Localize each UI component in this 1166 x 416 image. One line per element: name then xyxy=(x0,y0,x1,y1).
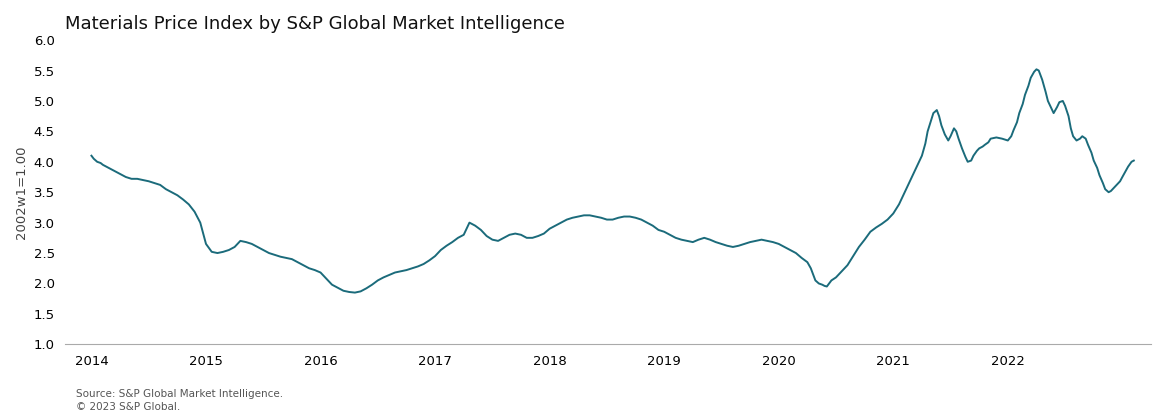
Text: © 2023 S&P Global.: © 2023 S&P Global. xyxy=(76,402,180,412)
Text: Materials Price Index by S&P Global Market Intelligence: Materials Price Index by S&P Global Mark… xyxy=(65,15,566,33)
Text: Source: S&P Global Market Intelligence.: Source: S&P Global Market Intelligence. xyxy=(76,389,283,399)
Y-axis label: 2002w1=1.00: 2002w1=1.00 xyxy=(15,146,28,239)
